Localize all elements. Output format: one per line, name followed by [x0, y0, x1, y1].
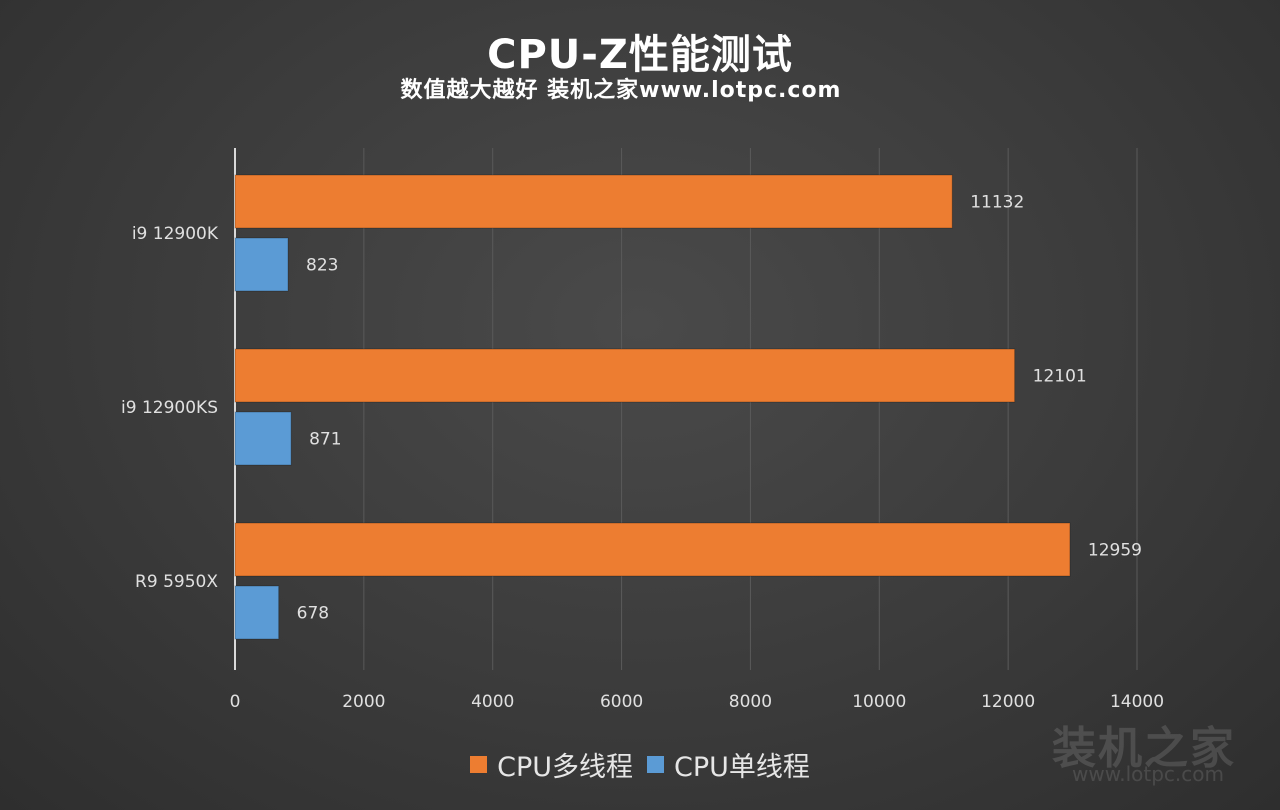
- chart-title: CPU-Z性能测试: [487, 32, 793, 78]
- legend-item-multi: CPU多线程: [470, 745, 633, 784]
- x-tick-label-4000: 4000: [471, 692, 514, 712]
- bar-single-1: [234, 411, 292, 466]
- chart-legend: CPU多线程 CPU单线程: [0, 745, 1280, 784]
- legend-swatch-multi: [470, 756, 488, 773]
- x-tick-label-10000: 10000: [852, 692, 906, 712]
- category-label-0: i9 12900K: [132, 224, 219, 244]
- data-label-multi-1: 12101: [1033, 367, 1087, 387]
- bar-single-0: [234, 237, 289, 292]
- bar-multi-1: [234, 348, 1016, 403]
- watermark-url: www.lotpc.com: [1072, 762, 1224, 786]
- bar-multi-2: [234, 522, 1071, 577]
- category-label-2: R9 5950X: [135, 572, 218, 592]
- bar-multi-0: [234, 174, 953, 229]
- x-tick-label-0: 0: [230, 692, 241, 712]
- x-tick-label-14000: 14000: [1110, 692, 1164, 712]
- x-tick-label-2000: 2000: [342, 692, 385, 712]
- category-label-1: i9 12900KS: [121, 398, 218, 418]
- x-tick-label-6000: 6000: [600, 692, 643, 712]
- data-label-single-1: 871: [309, 430, 341, 450]
- x-tick-label-12000: 12000: [981, 692, 1035, 712]
- data-label-single-2: 678: [297, 604, 329, 624]
- chart-subtitle: 数值越大越好 装机之家www.lotpc.com: [400, 78, 842, 103]
- data-label-multi-0: 11132: [970, 193, 1024, 213]
- x-tick-label-8000: 8000: [729, 692, 772, 712]
- legend-label-single: CPU单线程: [674, 752, 810, 783]
- data-label-single-0: 823: [306, 256, 338, 276]
- legend-swatch-single: [647, 756, 664, 773]
- data-label-multi-2: 12959: [1088, 541, 1142, 561]
- legend-label-multi: CPU多线程: [497, 752, 633, 783]
- watermark-logo: 装机之家: [1052, 723, 1236, 774]
- bar-single-2: [234, 585, 280, 640]
- legend-item-single: CPU单线程: [647, 745, 810, 784]
